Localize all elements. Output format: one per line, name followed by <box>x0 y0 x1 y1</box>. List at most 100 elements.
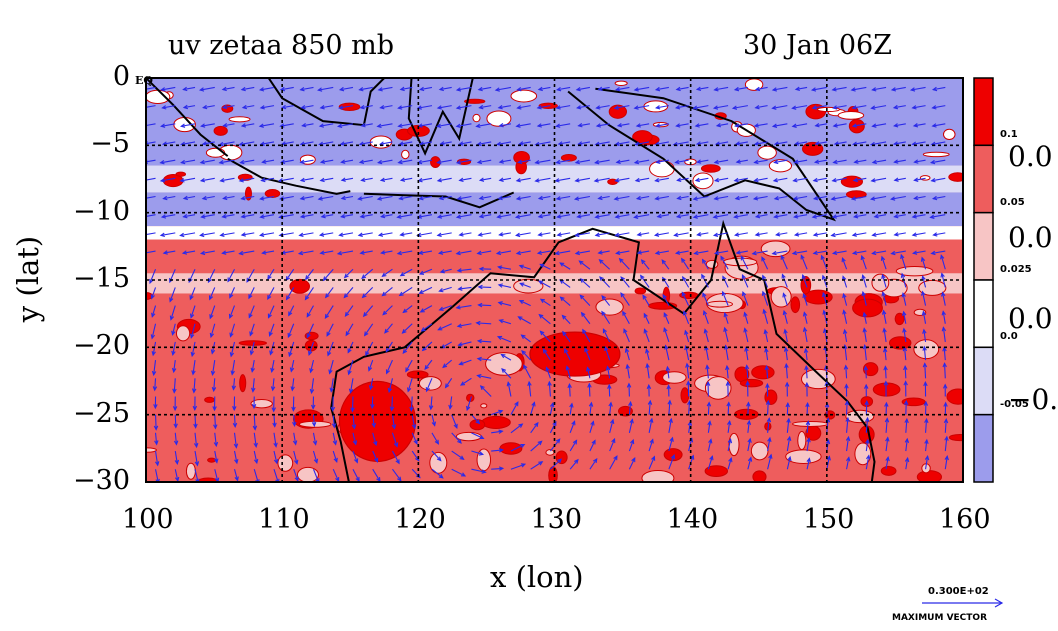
wind-vector-head <box>250 367 255 373</box>
wind-vector <box>762 291 769 306</box>
wind-vector-head <box>743 311 748 317</box>
wind-vector <box>724 327 729 343</box>
wind-vector-head <box>336 250 343 256</box>
wind-vector <box>181 141 196 145</box>
wind-vector-head <box>361 274 367 280</box>
wind-vector <box>180 177 196 182</box>
wind-vector-head <box>272 422 277 428</box>
wind-vector-head <box>539 298 545 304</box>
wind-vector <box>300 214 314 218</box>
wind-vector <box>456 305 472 309</box>
wind-vector <box>865 366 867 379</box>
wind-vector-head <box>351 424 357 430</box>
wind-vector <box>417 214 433 218</box>
wind-vector-head <box>684 345 689 351</box>
wind-vector-head <box>261 159 267 164</box>
wind-vector-head <box>259 105 265 110</box>
wind-vector <box>676 214 689 218</box>
wind-vector <box>854 159 867 163</box>
wind-vector <box>332 468 340 482</box>
wind-vector <box>510 463 526 470</box>
wind-vector-head <box>865 438 870 444</box>
wind-vector <box>556 159 571 164</box>
wind-vector <box>262 250 275 254</box>
wind-vector-head <box>863 365 869 371</box>
wind-vector <box>241 86 255 91</box>
wind-vector <box>456 250 472 255</box>
wind-vector <box>614 195 630 200</box>
wind-vector <box>154 432 158 445</box>
chart-title-right: 30 Jan 06Z <box>743 30 892 61</box>
wind-vector <box>655 195 669 200</box>
wind-vector-head <box>636 250 642 255</box>
wind-vector-head <box>754 232 760 237</box>
wind-vector-head <box>753 159 759 165</box>
wind-vector <box>844 345 848 361</box>
wind-vector-head <box>361 293 367 299</box>
wind-vector-head <box>893 232 899 237</box>
wind-vector <box>476 322 492 325</box>
wind-vector-head <box>731 105 738 110</box>
wind-vector <box>420 86 433 91</box>
wind-vector <box>676 86 689 91</box>
wind-vector-head <box>647 399 653 405</box>
wind-vector <box>735 123 748 127</box>
wind-vector-head <box>773 214 779 219</box>
wind-vector <box>391 432 398 447</box>
weak-positive-blob <box>704 376 732 400</box>
wind-vector-head <box>416 232 422 238</box>
wind-vector-head <box>149 278 154 285</box>
wind-vector <box>540 263 551 270</box>
wind-vector <box>903 328 907 343</box>
wind-vector <box>913 250 926 254</box>
wind-vector <box>942 311 946 324</box>
strong-positive-blob <box>238 340 268 346</box>
wind-vector <box>194 432 198 447</box>
wind-vector-head <box>393 442 399 448</box>
wind-vector-head <box>861 290 866 297</box>
wind-vector-head <box>267 274 272 280</box>
wind-vector-head <box>497 104 503 110</box>
wind-vector <box>577 214 591 218</box>
wind-vector-head <box>395 459 400 465</box>
wind-vector <box>223 123 235 127</box>
wind-vector-head <box>552 420 557 427</box>
wind-vector-head <box>455 305 461 310</box>
wind-vector-head <box>362 312 368 318</box>
y-tick-label: −10 <box>73 195 130 227</box>
wind-vector <box>501 354 512 361</box>
wind-vector-head <box>218 160 224 165</box>
strong-positive-blob <box>948 434 963 442</box>
wind-vector-head <box>437 250 444 255</box>
wind-vector-head <box>189 313 195 319</box>
wind-vector-head <box>614 87 621 92</box>
wind-vector-head <box>884 401 889 407</box>
wind-vector <box>846 437 850 452</box>
wind-vector-head <box>675 213 682 219</box>
wind-vector <box>833 250 847 254</box>
strong-positive-blob <box>880 465 897 476</box>
wind-vector <box>369 378 374 390</box>
wind-vector-head <box>229 332 234 338</box>
wind-vector <box>174 414 177 428</box>
wind-vector-head <box>141 124 145 127</box>
wind-vector <box>655 141 669 145</box>
wind-vector <box>320 177 334 182</box>
wind-vector <box>582 329 591 343</box>
wind-vector <box>912 232 926 236</box>
wind-vector <box>146 232 156 236</box>
wind-vector-head <box>577 123 583 128</box>
wind-vector <box>530 461 543 470</box>
wind-vector-head <box>520 443 526 449</box>
wind-vector <box>535 159 551 164</box>
wind-vector-head <box>453 423 458 430</box>
wind-vector <box>665 345 670 361</box>
wind-vector <box>498 301 512 307</box>
wind-vector <box>767 454 772 470</box>
wind-vector <box>786 403 789 415</box>
wind-vector <box>881 274 887 288</box>
wind-vector <box>609 438 616 452</box>
wind-vector-head <box>634 177 640 183</box>
wind-vector <box>388 378 393 393</box>
wind-vector <box>174 450 178 464</box>
